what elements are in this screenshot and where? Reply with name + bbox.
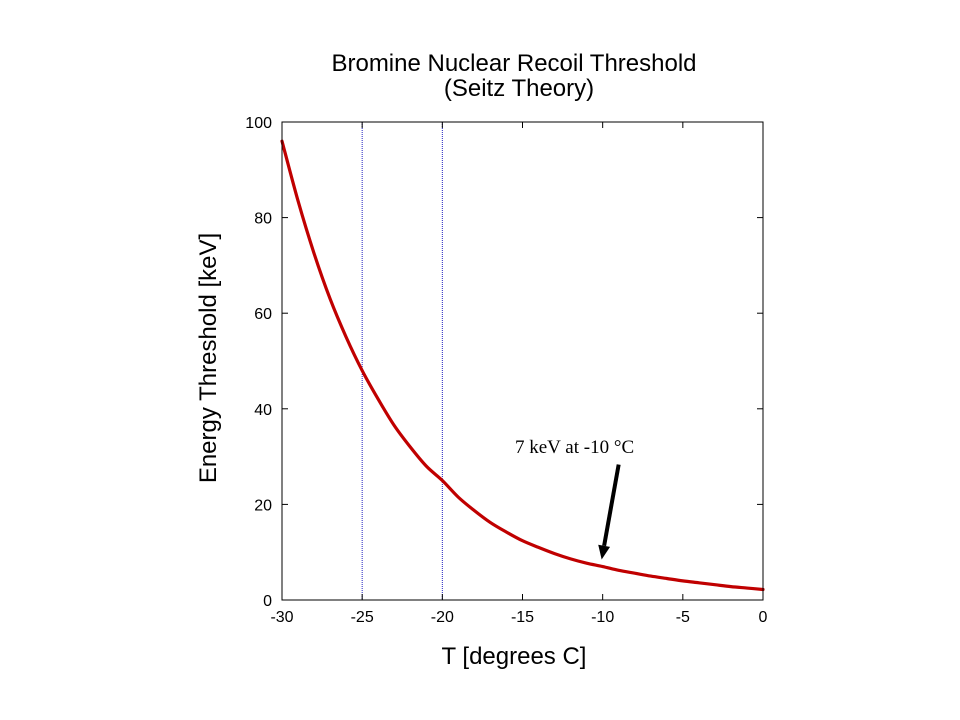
- x-tick-label: -5: [676, 609, 690, 626]
- y-tick-label: 0: [263, 593, 272, 610]
- x-tick-label: -20: [431, 609, 454, 626]
- tick-labels: -30 -25 -20 -15 -10 -5 0 0 20 40 60 80 100: [245, 115, 767, 626]
- annotation-arrow: [598, 464, 621, 560]
- chart-subtitle: (Seitz Theory): [444, 75, 594, 102]
- y-axis-label: Energy Threshold [keV]: [195, 233, 222, 483]
- reference-lines: [361, 122, 443, 600]
- y-tick-label: 60: [254, 306, 272, 323]
- chart-title: Bromine Nuclear Recoil Threshold: [331, 50, 696, 77]
- plot-frame: [281, 121, 764, 601]
- y-tick-label: 40: [254, 402, 272, 419]
- threshold-curve: [280, 139, 765, 592]
- y-tick-label: 80: [254, 211, 272, 228]
- y-tick-label: 20: [254, 497, 272, 514]
- x-tick-label: -25: [351, 609, 374, 626]
- y-tick-label: 100: [245, 115, 272, 132]
- axis-ticks: [281, 121, 764, 601]
- x-axis-label: T [degrees C]: [442, 643, 587, 670]
- x-tick-label: -10: [591, 609, 614, 626]
- x-tick-label: 0: [759, 609, 768, 626]
- arrow-head: [598, 544, 611, 560]
- x-tick-label: -15: [511, 609, 534, 626]
- x-tick-label: -30: [270, 609, 293, 626]
- arrow-shaft: [602, 464, 621, 547]
- annotation-text: 7 keV at -10 °C: [515, 437, 634, 458]
- data-series: [280, 139, 765, 592]
